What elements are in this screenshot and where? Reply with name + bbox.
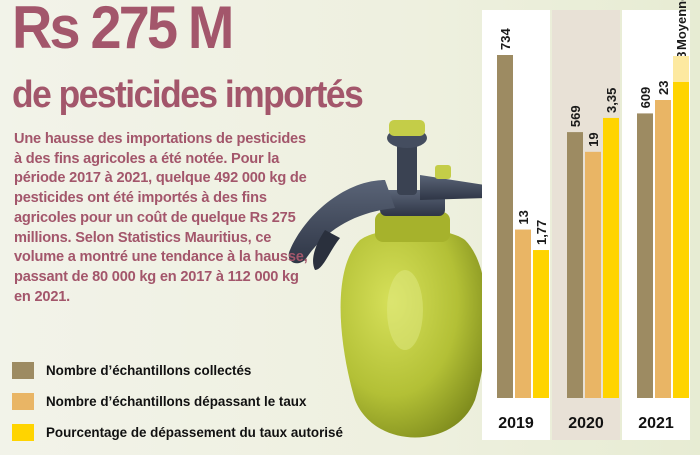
legend-label-exceeding: Nombre d’échantillons dépassant le taux: [46, 393, 307, 409]
pesticide-sprayer-illustration: [288, 120, 487, 438]
bar-percentage-2021: [673, 82, 689, 398]
year-label-2021: 2021: [638, 415, 674, 432]
bar-samples-2021: [637, 113, 653, 398]
legend-label-percentage: Pourcentage de dépassement du taux autor…: [46, 424, 343, 440]
legend-swatch-percentage: [12, 423, 34, 441]
data-label-samples-2021: 609: [638, 87, 653, 109]
legend-swatch-samples: [12, 361, 34, 379]
legend-item-samples: Nombre d’échantillons collectés: [12, 360, 343, 380]
bar-percentage-2020: [603, 117, 619, 399]
headline-amount: Rs 275 M: [12, 0, 234, 61]
data-label-samples-2020: 569: [568, 105, 583, 127]
chart-legend: Nombre d’échantillons collectés Nombre d…: [12, 360, 343, 453]
data-label-exceeding-2020: 19: [586, 132, 601, 146]
data-label-samples-2019: 734: [498, 28, 513, 50]
average-label-2021: Moyenne: 2,97: [674, 0, 689, 50]
year-label-2020: 2020: [568, 415, 604, 432]
data-label-percentage-2019: 1,77: [534, 220, 549, 245]
data-label-exceeding-2021: 23: [656, 81, 671, 95]
bar-exceeding-2020: [585, 151, 601, 398]
legend-label-samples: Nombre d’échantillons collectés: [46, 362, 252, 378]
data-label-exceeding-2019: 13: [516, 210, 531, 224]
data-label-percentage-2020: 3,35: [604, 88, 619, 113]
legend-item-exceeding: Nombre d’échantillons dépassant le taux: [12, 391, 343, 411]
bar-exceeding-2019: [515, 229, 531, 398]
legend-item-percentage: Pourcentage de dépassement du taux autor…: [12, 422, 343, 442]
bar-samples-2019: [497, 55, 513, 398]
legend-swatch-exceeding: [12, 392, 34, 410]
average-band-2021: [673, 56, 689, 82]
year-label-2019: 2019: [498, 415, 534, 432]
headline-subtitle: de pesticides importés: [12, 74, 364, 116]
intro-paragraph: Une hausse des importations de pesticide…: [14, 131, 308, 305]
bar-percentage-2019: [533, 250, 549, 398]
bar-exceeding-2021: [655, 100, 671, 398]
bar-samples-2020: [567, 132, 583, 398]
